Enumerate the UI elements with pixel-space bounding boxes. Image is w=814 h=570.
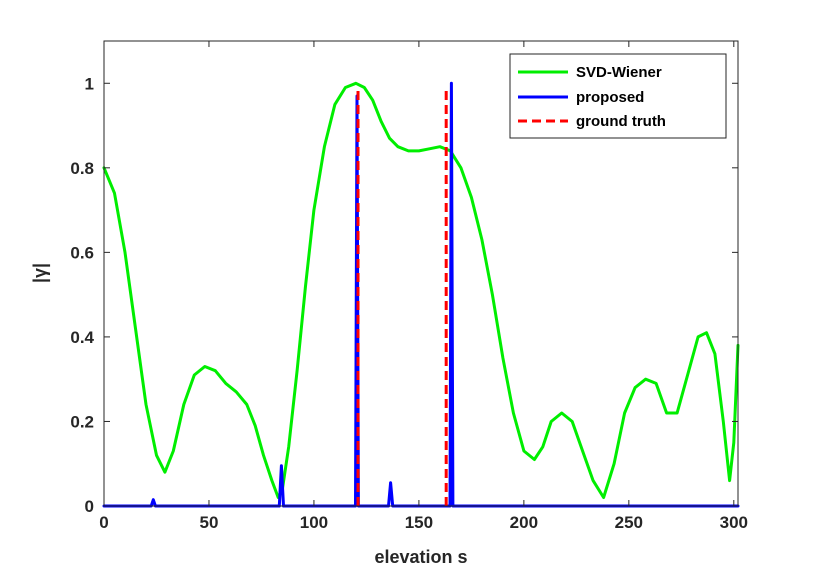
y-tick-label: 0.4 [70, 328, 94, 347]
axes-box [103, 40, 739, 507]
x-tick-label: 50 [200, 513, 219, 532]
series-layer [102, 81, 740, 508]
y-tick-label: 0 [85, 497, 94, 516]
x-axis-title: elevation s [374, 547, 467, 567]
y-tick-label: 0.2 [70, 412, 94, 431]
legend-label-svd-wiener: SVD-Wiener [576, 64, 662, 81]
y-tick-label: 1 [85, 74, 94, 93]
legend-label-ground-truth: ground truth [576, 113, 666, 130]
y-axis-title: |γ| [30, 263, 50, 283]
legend-label-proposed: proposed [576, 89, 644, 106]
x-tick-label: 150 [405, 513, 433, 532]
y-tick-label: 0.8 [70, 159, 94, 178]
x-tick-label: 100 [300, 513, 328, 532]
x-tick-label: 300 [720, 513, 748, 532]
y-tick-label: 0.6 [70, 243, 94, 262]
series-svd-wiener-line [102, 81, 740, 499]
tick-layer: 0 50 100 150 200 250 300 0 0.2 0.4 0.6 0.8 1 [70, 41, 748, 532]
x-tick-label: 250 [615, 513, 643, 532]
legend: SVD-Wiener proposed ground truth [509, 53, 727, 139]
x-tick-label: 200 [510, 513, 538, 532]
x-tick-label: 0 [99, 513, 108, 532]
